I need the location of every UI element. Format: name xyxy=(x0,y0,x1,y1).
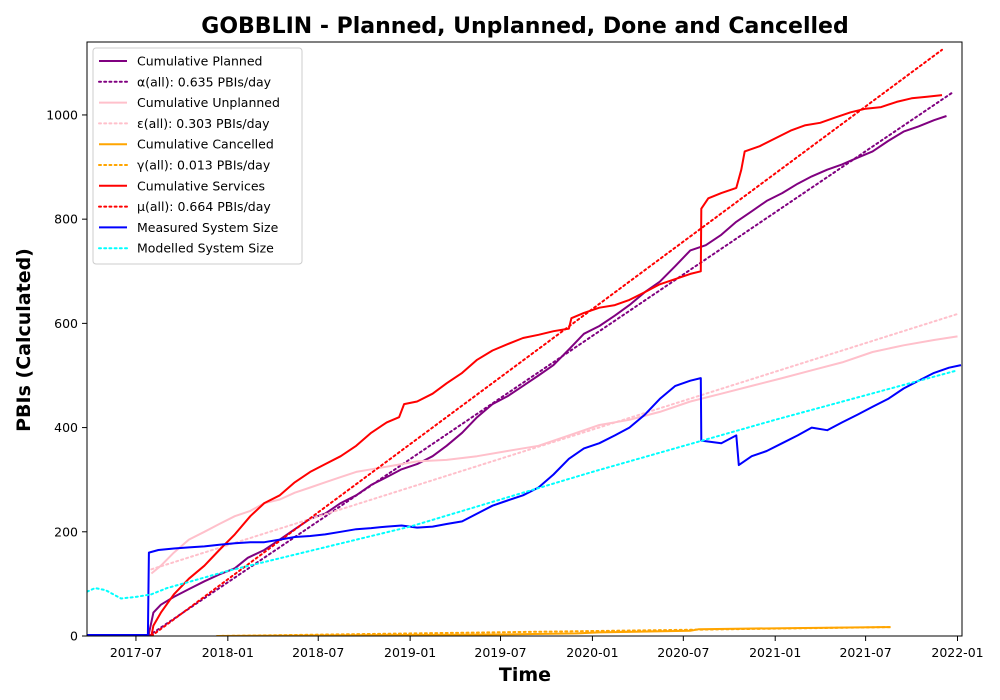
x-tick-label: 2018-01 xyxy=(202,645,254,660)
series-line-6-all-0-013-pbis-day xyxy=(215,626,892,636)
legend-label: Cumulative Planned xyxy=(137,54,262,69)
x-axis: 2017-07 2018-01 2018-07 2019-01 2019-07 2020-… xyxy=(110,636,984,660)
x-tick-label: 2020-07 xyxy=(657,645,709,660)
series-line-2-all-0-635-pbis-day xyxy=(147,90,955,636)
series-line-7-cumulative-services xyxy=(150,94,943,636)
y-tick-label: 400 xyxy=(54,420,78,435)
y-tick-label: 800 xyxy=(54,212,78,227)
x-tick-label: 2021-07 xyxy=(839,645,891,660)
y-tick-label: 600 xyxy=(54,316,78,331)
legend-label: μ(all): 0.664 PBIs/day xyxy=(137,199,271,214)
x-axis-title: Time xyxy=(499,664,551,686)
x-tick-label: 2022-01 xyxy=(931,645,983,660)
x-tick-label: 2020-01 xyxy=(566,645,618,660)
legend-label: γ(all): 0.013 PBIs/day xyxy=(137,158,271,173)
series-layer xyxy=(87,48,962,636)
legend-label: Cumulative Services xyxy=(137,178,265,193)
legend-label: Measured System Size xyxy=(137,220,279,235)
legend: Cumulative Planned α(all): 0.635 PBIs/day… xyxy=(92,47,303,265)
y-axis-title: PBIs (Calculated) xyxy=(13,248,35,432)
x-tick-label: 2018-07 xyxy=(292,645,344,660)
x-tick-label: 2017-07 xyxy=(110,645,162,660)
legend-label: α(all): 0.635 PBIs/day xyxy=(137,74,272,89)
plot-frame xyxy=(86,41,963,637)
series-line-1-cumulative-planned xyxy=(87,115,947,636)
chart-title: GOBBLIN - Planned, Unplanned, Done and C… xyxy=(201,14,848,39)
x-tick-label: 2019-07 xyxy=(474,645,526,660)
y-tick-label: 1000 xyxy=(46,107,78,122)
x-tick-label: 2019-01 xyxy=(384,645,436,660)
series-line-3-cumulative-unplanned xyxy=(150,335,958,575)
legend-box xyxy=(92,47,303,265)
legend-label: Modelled System Size xyxy=(137,241,274,256)
x-tick-label: 2021-01 xyxy=(749,645,801,660)
series-line-9-measured-system-size xyxy=(87,364,962,636)
series-line-4-all-0-303-pbis-day xyxy=(150,313,959,571)
legend-label: Cumulative Unplanned xyxy=(137,95,280,110)
y-axis: 0 200 400 600 800 1000 xyxy=(46,107,87,644)
legend-label: ε(all): 0.303 PBIs/day xyxy=(137,116,270,131)
series-line-10-modelled-system-size xyxy=(87,369,959,600)
y-tick-label: 0 xyxy=(70,629,78,644)
y-tick-label: 200 xyxy=(54,524,78,539)
legend-label: Cumulative Cancelled xyxy=(137,137,274,152)
